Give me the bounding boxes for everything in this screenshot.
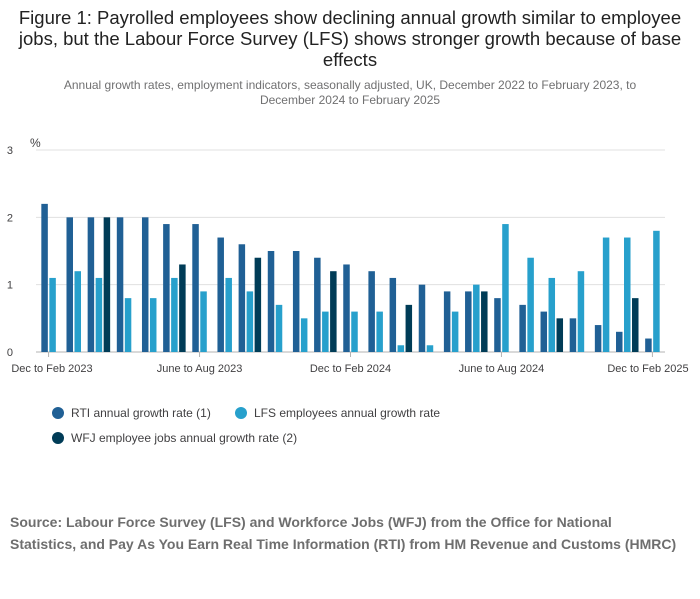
chart-subtitle: Annual growth rates, employment indicato… — [63, 78, 637, 107]
x-tick-label: Dec to Feb 2024 — [310, 363, 391, 375]
bar-lfs[interactable] — [624, 237, 631, 352]
bar-wfj[interactable] — [254, 257, 262, 352]
x-tick-label: Dec to Feb 2023 — [11, 363, 92, 375]
bar-wfj[interactable] — [405, 304, 413, 352]
bar-lfs[interactable] — [171, 277, 178, 352]
bar-lfs[interactable] — [527, 257, 534, 352]
y-tick-label: 0 — [7, 347, 13, 359]
bar-wfj[interactable] — [632, 298, 639, 352]
bar-lfs[interactable] — [502, 224, 509, 352]
x-tick-label: June to Aug 2024 — [459, 363, 545, 375]
bar-rti[interactable] — [41, 203, 48, 352]
bar-wfj[interactable] — [481, 291, 488, 352]
chart-title: Figure 1: Payrolled employees show decli… — [18, 7, 682, 70]
bar-rti[interactable] — [645, 338, 652, 352]
bar-lfs[interactable] — [548, 277, 556, 352]
bar-rti[interactable] — [540, 311, 548, 352]
x-axis: Dec to Feb 2023 June to Aug 2023 Dec to Fe… — [11, 352, 689, 375]
source-note: Source: Labour Force Survey (LFS) and Wo… — [10, 514, 677, 552]
bar-wfj[interactable] — [330, 271, 337, 352]
y-tick-label: 1 — [7, 280, 13, 292]
bar-rti[interactable] — [494, 298, 501, 352]
bar-lfs[interactable] — [397, 345, 405, 352]
legend-swatch-lfs — [235, 407, 247, 419]
bar-rti[interactable] — [163, 224, 170, 352]
bar-lfs[interactable] — [49, 277, 56, 352]
bar-rti[interactable] — [443, 291, 451, 352]
bar-rti[interactable] — [292, 251, 300, 352]
bar-lfs[interactable] — [602, 237, 610, 352]
bar-lfs[interactable] — [351, 311, 358, 352]
legend-swatch-wfj — [52, 432, 64, 444]
bar-rti[interactable] — [389, 277, 397, 352]
bar-lfs[interactable] — [376, 311, 383, 352]
bar-rti[interactable] — [87, 217, 95, 352]
bar-lfs[interactable] — [200, 291, 207, 352]
bar-wfj[interactable] — [103, 217, 111, 352]
bar-rti[interactable] — [594, 325, 602, 352]
y-tick-label: 3 — [7, 145, 13, 157]
y-axis-label: % — [30, 136, 41, 150]
legend-item-lfs[interactable]: LFS employees annual growth rate — [235, 406, 440, 420]
bar-lfs[interactable] — [426, 345, 434, 352]
bar-wfj[interactable] — [556, 318, 564, 352]
bar-lfs[interactable] — [124, 298, 132, 352]
legend-swatch-rti — [52, 407, 64, 419]
bar-rti[interactable] — [66, 217, 73, 352]
y-axis-ticks: 0 1 2 3 — [7, 145, 13, 359]
bar-lfs[interactable] — [300, 318, 308, 352]
bar-lfs[interactable] — [225, 277, 232, 352]
legend-item-rti[interactable]: RTI annual growth rate (1) — [52, 406, 211, 420]
bar-lfs[interactable] — [149, 298, 157, 352]
bar-lfs[interactable] — [653, 230, 660, 352]
bar-lfs[interactable] — [451, 311, 459, 352]
bar-rti[interactable] — [368, 271, 375, 352]
bars — [41, 203, 660, 352]
x-tick-label: Dec to Feb 2025 — [607, 363, 688, 375]
bar-rti[interactable] — [519, 304, 526, 352]
bar-wfj[interactable] — [179, 264, 186, 352]
bar-lfs[interactable] — [74, 271, 81, 352]
bar-rti[interactable] — [141, 217, 149, 352]
bar-rti[interactable] — [238, 244, 246, 352]
x-tick-label: June to Aug 2023 — [157, 363, 243, 375]
bar-lfs[interactable] — [246, 291, 254, 352]
bar-rti[interactable] — [116, 217, 124, 352]
legend-label-rti: RTI annual growth rate (1) — [71, 406, 211, 420]
legend-label-lfs: LFS employees annual growth rate — [254, 406, 441, 420]
bar-lfs[interactable] — [577, 271, 585, 352]
bar-rti[interactable] — [418, 284, 426, 352]
bar-rti[interactable] — [616, 331, 623, 352]
y-tick-label: 2 — [7, 212, 13, 224]
bar-rti[interactable] — [314, 257, 321, 352]
bar-lfs[interactable] — [275, 304, 283, 352]
bar-rti[interactable] — [267, 251, 275, 352]
legend-label-wfj: WFJ employee jobs annual growth rate (2) — [71, 431, 298, 445]
bar-rti[interactable] — [192, 224, 199, 352]
bar-lfs[interactable] — [322, 311, 329, 352]
bar-rti[interactable] — [465, 291, 472, 352]
bar-lfs[interactable] — [473, 284, 480, 352]
bar-rti[interactable] — [569, 318, 577, 352]
bar-lfs[interactable] — [95, 277, 103, 352]
bar-rti[interactable] — [217, 237, 224, 352]
bar-rti[interactable] — [343, 264, 350, 352]
legend-item-wfj[interactable]: WFJ employee jobs annual growth rate (2) — [52, 431, 297, 445]
